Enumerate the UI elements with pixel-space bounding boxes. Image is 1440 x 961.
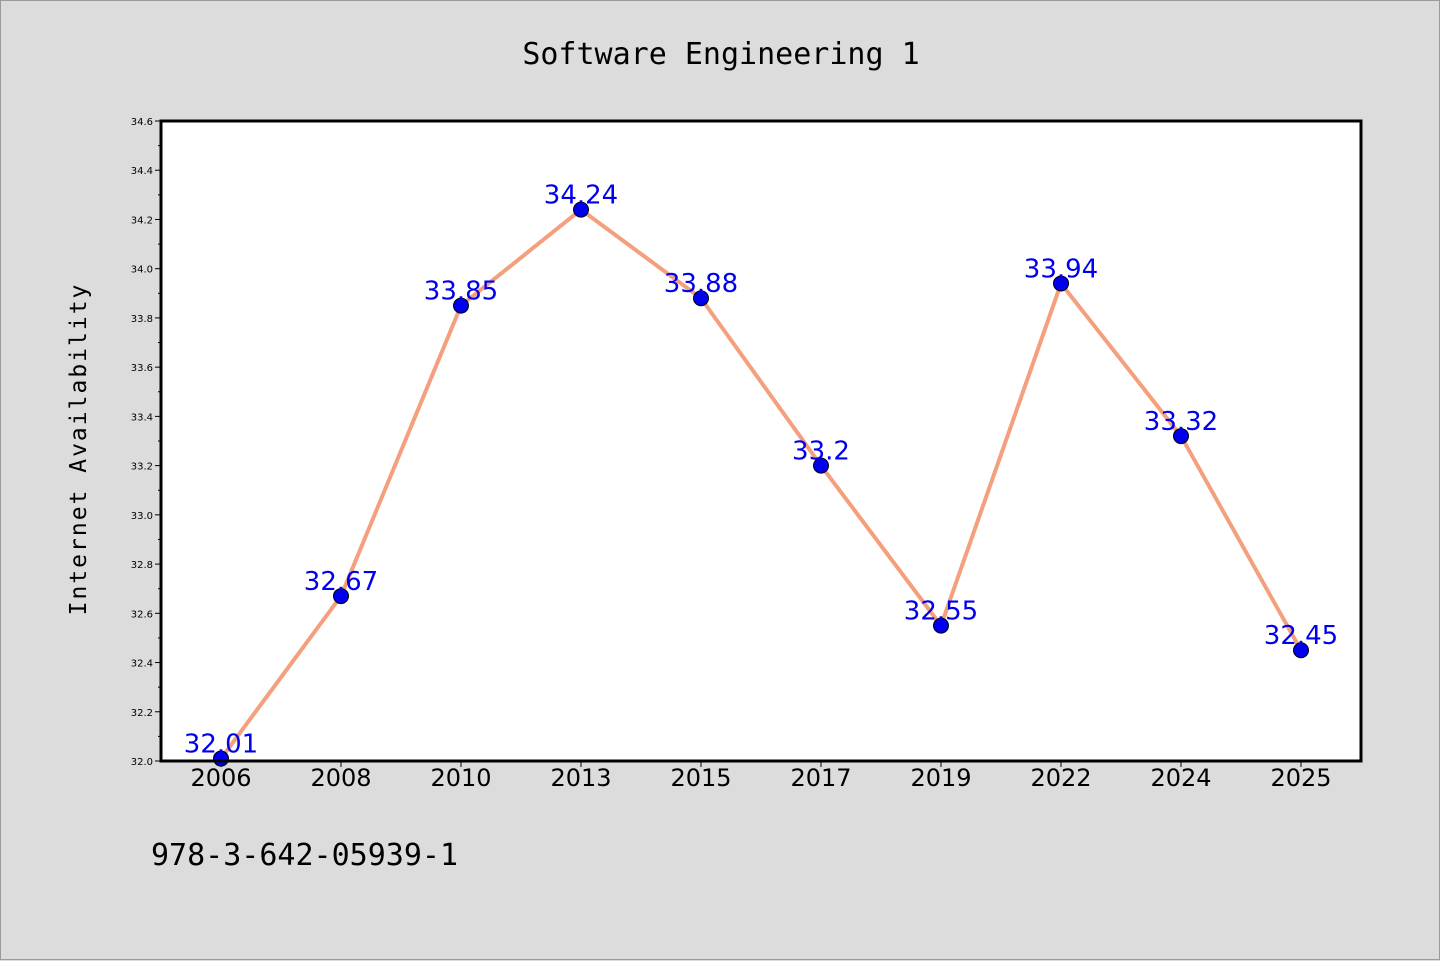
data-point-marker xyxy=(693,290,709,307)
x-tick-label: 2010 xyxy=(430,764,491,792)
data-point-label: 34.24 xyxy=(544,181,618,211)
chart-title: Software Engineering 1 xyxy=(522,37,919,72)
data-point-marker xyxy=(1293,642,1309,659)
x-tick-label: 2006 xyxy=(190,764,251,792)
y-tick-label: 33.2 xyxy=(131,462,153,473)
data-point-label: 33.2 xyxy=(792,437,850,467)
x-tick-label: 2017 xyxy=(790,764,851,792)
y-tick-label: 34.4 xyxy=(131,166,153,177)
y-tick-label: 33.4 xyxy=(131,412,153,423)
y-tick-label: 32.6 xyxy=(131,609,153,620)
y-tick-label: 33.6 xyxy=(131,363,153,374)
data-point-label: 33.32 xyxy=(1144,407,1218,437)
data-point-marker xyxy=(333,588,349,605)
x-tick-label: 2024 xyxy=(1150,764,1211,792)
x-axis: 2006 2008 2010 2013 2015 2017 2019 2022 2024 2025 xyxy=(190,761,1332,792)
data-point-label: 32.55 xyxy=(904,597,978,627)
x-tick-label: 2025 xyxy=(1270,764,1331,792)
data-point-marker xyxy=(453,297,469,314)
y-tick-label: 32.0 xyxy=(131,757,153,768)
data-point-label: 33.88 xyxy=(664,269,738,299)
plot-area xyxy=(161,121,1361,761)
x-tick-label: 2015 xyxy=(670,764,731,792)
footer-isbn: 978-3-642-05939-1 xyxy=(151,838,458,873)
data-point-label: 32.01 xyxy=(184,730,258,760)
series-line xyxy=(219,207,1303,760)
data-point-marker xyxy=(1053,275,1069,292)
y-axis-label: Internet Availability xyxy=(66,283,92,616)
x-tick-label: 2022 xyxy=(1030,764,1091,792)
data-markers xyxy=(213,201,1309,767)
y-tick-label: 34.2 xyxy=(131,215,153,226)
plot-frame xyxy=(159,119,1363,763)
y-tick-label: 32.8 xyxy=(131,560,153,571)
data-point-marker xyxy=(1173,428,1189,445)
data-labels: 32.01 32.67 33.85 34.24 33.88 33.2 32.55 33.94 3… xyxy=(184,181,1338,760)
data-point-label: 33.94 xyxy=(1024,254,1098,284)
data-point-marker xyxy=(813,457,829,474)
y-tick-label: 34.0 xyxy=(131,265,153,276)
y-tick-label: 32.4 xyxy=(131,659,153,670)
data-point-marker xyxy=(573,201,589,218)
y-tick-label: 32.2 xyxy=(131,708,153,719)
data-point-marker xyxy=(933,617,949,634)
x-tick-label: 2013 xyxy=(550,764,611,792)
data-point-label: 32.45 xyxy=(1264,621,1338,651)
data-point-label: 32.67 xyxy=(304,567,378,597)
x-tick-label: 2008 xyxy=(310,764,371,792)
y-tick-label: 33.0 xyxy=(131,511,153,522)
data-point-label: 33.85 xyxy=(424,277,498,307)
y-axis: 32.0 32.2 32.4 32.6 32.8 33.0 33.2 33.4 33.6 33.8… xyxy=(131,117,161,768)
x-tick-label: 2019 xyxy=(910,764,971,792)
y-tick-label: 34.6 xyxy=(131,117,153,128)
y-tick-label: 33.8 xyxy=(131,314,153,325)
